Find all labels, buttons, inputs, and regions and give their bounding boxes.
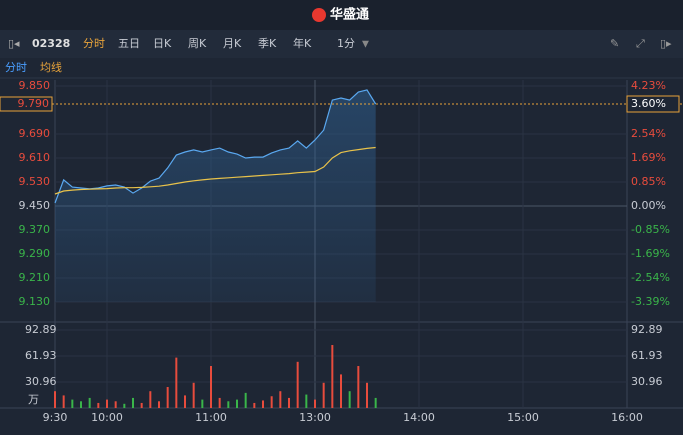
- average-line: [54, 146, 376, 195]
- volume-bar: [253, 402, 256, 408]
- volume-bar: [305, 394, 308, 408]
- x-tick-label: 16:00: [611, 411, 643, 424]
- y-tick-label: 9.850: [19, 79, 51, 92]
- x-tick-label: 11:00: [195, 411, 227, 424]
- volume-bar: [357, 366, 360, 408]
- volume-bar: [132, 397, 134, 408]
- volume-bar: [106, 399, 108, 408]
- volume-bar: [270, 396, 273, 408]
- y-tick-label: 9.370: [19, 223, 51, 236]
- volume-bar: [166, 387, 169, 408]
- y2-tick-label: -2.54%: [631, 271, 670, 284]
- volume-bar: [314, 399, 316, 408]
- tab[interactable]: 分时: [83, 37, 105, 50]
- tab[interactable]: 周K: [188, 37, 207, 50]
- volume-bar: [80, 401, 82, 408]
- volume-bar: [244, 392, 247, 408]
- volume-bar: [97, 402, 100, 408]
- volume-bar: [140, 402, 143, 408]
- volume-tick-label: 92.89: [25, 323, 57, 336]
- volume-bar: [175, 357, 178, 408]
- volume-bar: [54, 391, 56, 408]
- tab[interactable]: 五日: [118, 37, 140, 50]
- volume-bar: [88, 397, 91, 408]
- y2-tick-label: 4.23%: [631, 79, 666, 92]
- volume-bar: [288, 397, 290, 408]
- y2-tick-label: 0.85%: [631, 175, 666, 188]
- y2-tick-label: -0.85%: [631, 223, 670, 236]
- tab[interactable]: 季K: [258, 37, 277, 50]
- last-price-box: [0, 96, 53, 112]
- volume-bar: [201, 399, 204, 408]
- volume-bar: [192, 382, 195, 408]
- volume-tick-label: 92.89: [631, 323, 663, 336]
- y-tick-label: 9.450: [19, 199, 51, 212]
- volume-tick-label: 61.93: [631, 349, 663, 362]
- volume-bar: [348, 391, 351, 408]
- volume-tick-label: 30.96: [631, 375, 663, 388]
- x-tick-label: 9:30: [43, 411, 68, 424]
- volume-tick-label: 61.93: [25, 349, 57, 362]
- expand-icon[interactable]: ▯▸: [660, 37, 672, 50]
- volume-bar: [210, 366, 212, 408]
- fullscreen-icon[interactable]: ⤢: [636, 37, 645, 50]
- y2-tick-label: 1.69%: [631, 151, 666, 164]
- volume-bar: [296, 361, 299, 408]
- draw-icon[interactable]: ✎: [610, 37, 619, 50]
- tab[interactable]: 日K: [153, 37, 172, 50]
- volume-unit: 万: [28, 393, 39, 406]
- y2-tick-label: -1.69%: [631, 247, 670, 260]
- volume-bar: [236, 399, 238, 408]
- volume-bar: [374, 397, 377, 408]
- logo-text: 华盛通: [330, 7, 369, 23]
- volume-bar: [322, 382, 325, 408]
- volume-bar: [158, 401, 160, 408]
- x-tick-label: 10:00: [91, 411, 123, 424]
- y2-tick-label: -3.39%: [631, 295, 670, 308]
- volume-bar: [366, 382, 368, 408]
- logo-icon: [312, 8, 326, 22]
- subtab[interactable]: 均线: [40, 60, 62, 74]
- volume-bar: [279, 391, 282, 408]
- x-tick-label: 14:00: [403, 411, 435, 424]
- last-change-label: 3.60%: [631, 97, 666, 110]
- tab[interactable]: 月K: [223, 37, 242, 50]
- y-tick-label: 9.610: [19, 151, 51, 164]
- y-tick-label: 9.130: [19, 295, 51, 308]
- volume-bar: [331, 345, 334, 408]
- x-tick-label: 15:00: [507, 411, 539, 424]
- last-price-label: 9.790: [18, 97, 50, 110]
- subtab[interactable]: 分时: [5, 61, 27, 74]
- volume-bar: [114, 401, 117, 408]
- x-tick-label: 13:00: [299, 411, 331, 424]
- volume-bar: [340, 374, 342, 408]
- period-select[interactable]: 1分: [337, 37, 355, 50]
- volume-bar: [227, 401, 230, 408]
- collapse-icon[interactable]: ▯◂: [8, 37, 20, 50]
- volume-tick-label: 30.96: [25, 375, 57, 388]
- volume-bar: [71, 399, 74, 408]
- tab[interactable]: 年K: [293, 36, 312, 50]
- last-change-box: [626, 95, 680, 113]
- volume-bar: [262, 400, 264, 408]
- price-area: [55, 89, 376, 303]
- volume-bar: [218, 397, 221, 408]
- volume-bar: [62, 395, 65, 408]
- y-tick-label: 9.530: [19, 175, 51, 188]
- y2-tick-label: 2.54%: [631, 127, 666, 140]
- price-line: [54, 89, 377, 204]
- y2-tick-label: 0.00%: [631, 199, 666, 212]
- y-tick-label: 9.690: [19, 127, 51, 140]
- y-tick-label: 9.290: [19, 247, 51, 260]
- header-bar: [0, 0, 683, 30]
- volume-bar: [149, 391, 152, 408]
- volume-bar: [184, 395, 186, 408]
- dropdown-arrow[interactable]: ▼: [362, 40, 369, 50]
- stock-code: 02328: [32, 37, 70, 50]
- volume-bar: [123, 403, 126, 408]
- y-tick-label: 9.210: [19, 271, 51, 284]
- toolbar: [0, 30, 683, 58]
